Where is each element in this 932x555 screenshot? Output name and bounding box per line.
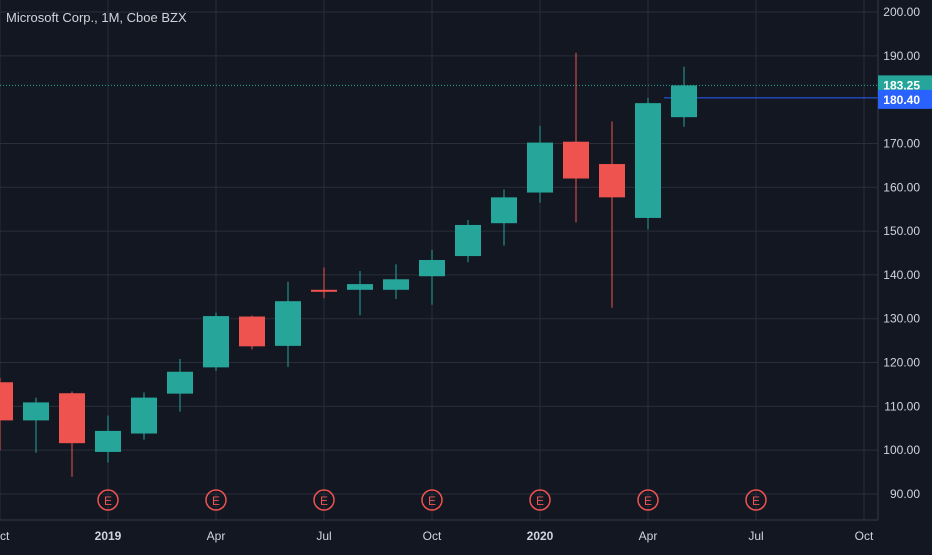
candle[interactable] xyxy=(167,359,193,412)
y-tick-label: 130.00 xyxy=(883,312,920,326)
candle-body xyxy=(239,316,265,347)
time-axis[interactable]: Oct 2019 Apr Jul Oct 2020 Apr Jul Oct xyxy=(0,529,874,543)
candle[interactable] xyxy=(23,397,49,453)
candle[interactable] xyxy=(131,392,157,440)
x-tick-label: Oct xyxy=(855,529,874,543)
y-tick-label: 110.00 xyxy=(884,399,920,413)
candle-body xyxy=(383,279,409,290)
earnings-marker-circle xyxy=(313,489,335,511)
earnings-marker-circle xyxy=(745,489,767,511)
candle[interactable] xyxy=(0,377,13,451)
x-tick-label: Apr xyxy=(639,529,658,543)
y-tick-label: 170.00 xyxy=(883,136,920,150)
earnings-marker-circle xyxy=(205,489,227,511)
candle-body xyxy=(347,284,373,290)
y-tick-label: 160.00 xyxy=(883,180,920,194)
y-tick-label: 100.00 xyxy=(883,443,920,457)
earnings-marker[interactable]: E xyxy=(97,489,119,511)
earnings-marker-circle xyxy=(529,489,551,511)
candle-body xyxy=(59,393,85,444)
candle[interactable] xyxy=(59,391,85,477)
earnings-marker-label: E xyxy=(644,494,652,508)
candle[interactable] xyxy=(563,52,589,223)
candle[interactable] xyxy=(419,249,445,305)
candle-body xyxy=(275,301,301,346)
candle-body xyxy=(599,164,625,198)
candle-body xyxy=(95,430,121,452)
y-tick-label: 150.00 xyxy=(883,224,920,238)
price-axis[interactable]: 200.00 190.00 170.00 160.00 150.00 140.00 130.… xyxy=(883,5,920,501)
last-price-label-text: 183.25 xyxy=(883,78,920,92)
candle[interactable] xyxy=(491,189,517,246)
y-tick-label: 90.00 xyxy=(890,487,920,501)
candle-body xyxy=(23,402,49,421)
previous-price-label: 180.40 xyxy=(878,89,932,109)
candle[interactable] xyxy=(203,312,229,371)
candle-body xyxy=(203,316,229,368)
y-tick-label: 200.00 xyxy=(883,5,920,19)
x-tick-label: Oct xyxy=(423,529,442,543)
candle-body xyxy=(311,289,337,292)
candle-body xyxy=(167,371,193,394)
earnings-marker-label: E xyxy=(428,494,436,508)
earnings-marker[interactable]: E xyxy=(637,489,659,511)
y-tick-label: 140.00 xyxy=(883,268,920,282)
chart-title: Microsoft Corp., 1M, Cboe BZX xyxy=(6,10,187,25)
last-price-label: 183.25 xyxy=(878,75,932,95)
candle[interactable] xyxy=(455,220,481,263)
candle[interactable] xyxy=(383,264,409,300)
x-tick-label: Apr xyxy=(207,529,226,543)
candle[interactable] xyxy=(635,97,661,230)
earnings-marker-label: E xyxy=(104,494,112,508)
y-tick-label: 190.00 xyxy=(883,49,920,63)
candles[interactable] xyxy=(0,52,697,477)
candle-body xyxy=(635,103,661,218)
earnings-marker[interactable]: E xyxy=(745,489,767,511)
candle-body xyxy=(563,141,589,179)
candle[interactable] xyxy=(239,315,265,350)
earnings-marker[interactable]: E xyxy=(313,489,335,511)
candle[interactable] xyxy=(671,66,697,127)
candle-body xyxy=(0,382,13,421)
x-tick-label: Jul xyxy=(748,529,763,543)
earnings-marker-label: E xyxy=(212,494,220,508)
previous-price-label-bg xyxy=(878,89,932,109)
candle-body xyxy=(419,260,445,277)
last-price-label-bg xyxy=(878,75,932,95)
candle[interactable] xyxy=(275,281,301,367)
y-tick-label: 120.00 xyxy=(883,356,920,370)
candle-body xyxy=(455,224,481,257)
earnings-marker[interactable]: E xyxy=(205,489,227,511)
candle[interactable] xyxy=(527,125,553,203)
earnings-marker-label: E xyxy=(536,494,544,508)
earnings-marker-label: E xyxy=(752,494,760,508)
candle[interactable] xyxy=(347,270,373,316)
x-tick-label: 2020 xyxy=(527,529,554,543)
candle[interactable] xyxy=(599,121,625,308)
x-tick-label: Oct xyxy=(0,529,10,543)
price-lines xyxy=(0,84,878,99)
earnings-marker-circle xyxy=(637,489,659,511)
earnings-marker-circle xyxy=(97,489,119,511)
earnings-marker[interactable]: E xyxy=(529,489,551,511)
previous-price-label-text: 180.40 xyxy=(883,93,920,107)
candle-body xyxy=(491,197,517,224)
x-tick-label: Jul xyxy=(316,529,331,543)
earnings-marker-circle xyxy=(421,489,443,511)
candle-body xyxy=(527,142,553,193)
earnings-marker[interactable]: E xyxy=(421,489,443,511)
x-tick-label: 2019 xyxy=(95,529,122,543)
candle[interactable] xyxy=(311,267,337,299)
candle-body xyxy=(671,85,697,118)
earnings-marker-label: E xyxy=(320,494,328,508)
candle[interactable] xyxy=(95,415,121,463)
candle-body xyxy=(131,397,157,434)
